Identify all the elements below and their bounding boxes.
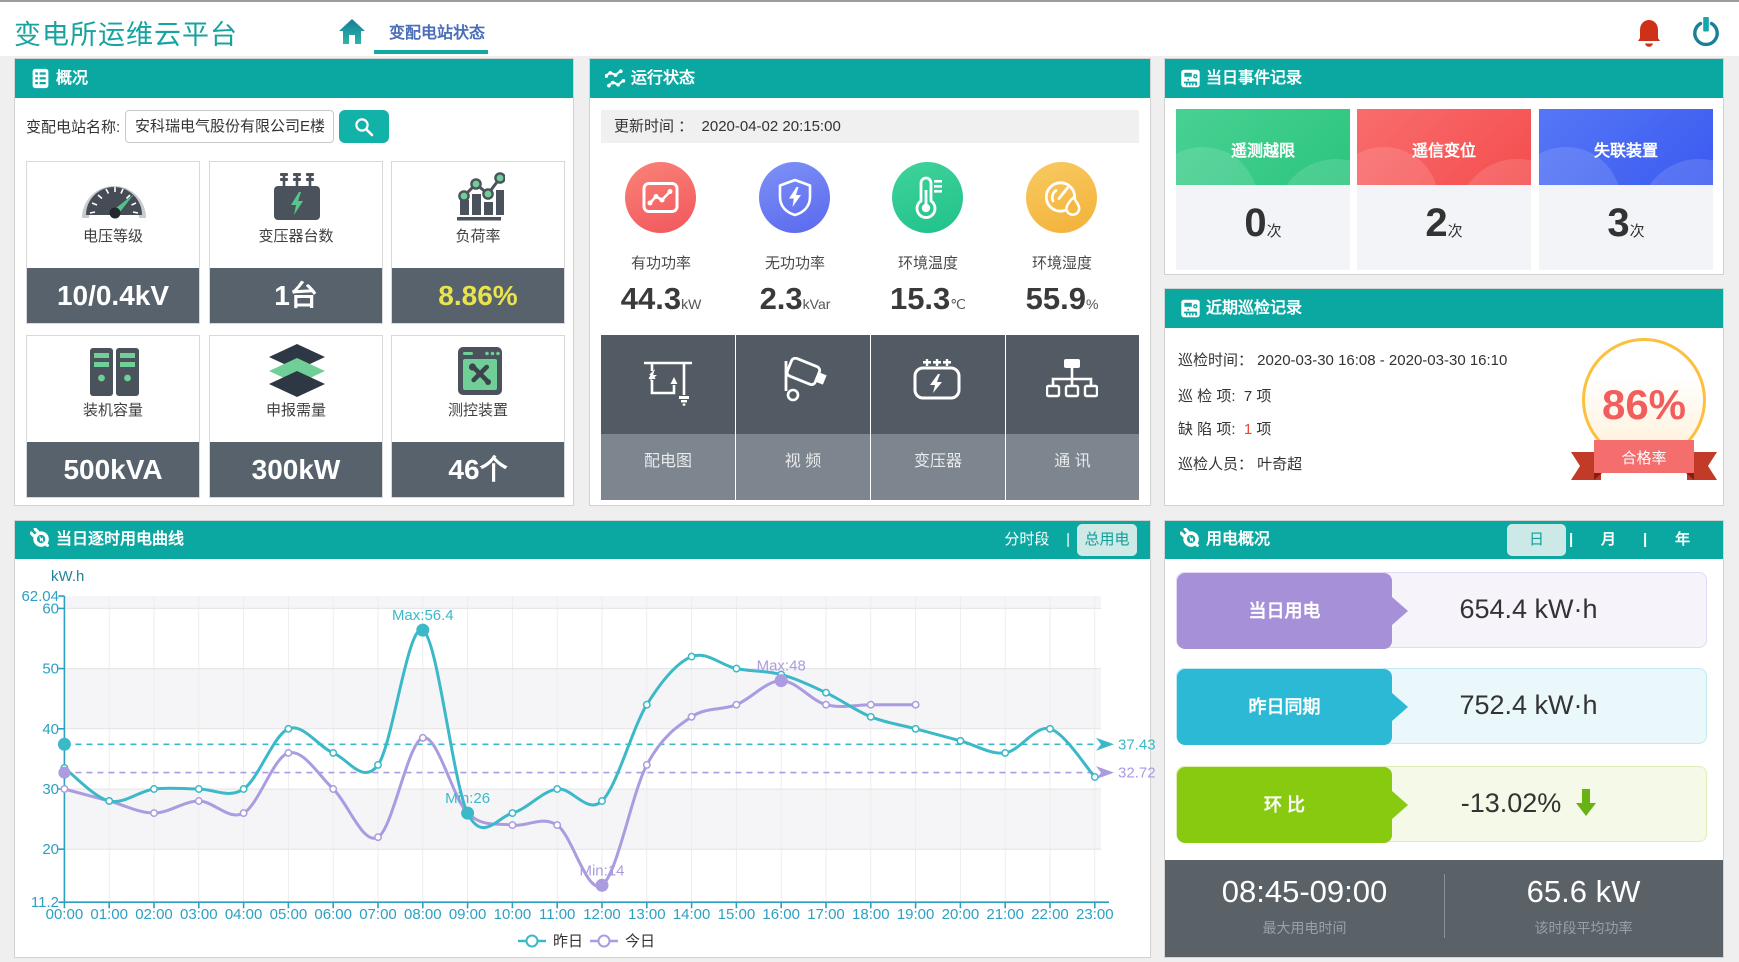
svg-text:16:00: 16:00	[762, 906, 800, 923]
svg-text:06:00: 06:00	[314, 906, 352, 923]
svg-text:23:00: 23:00	[1076, 906, 1114, 923]
svg-text:08:00: 08:00	[404, 906, 442, 923]
svg-text:Min:26: Min:26	[445, 790, 490, 807]
svg-text:32.72: 32.72	[1118, 765, 1156, 782]
svg-text:20: 20	[42, 841, 59, 858]
svg-text:11.2: 11.2	[31, 894, 59, 911]
svg-text:09:00: 09:00	[449, 906, 487, 923]
svg-text:37.43: 37.43	[1118, 736, 1156, 753]
svg-text:13:00: 13:00	[628, 906, 666, 923]
svg-text:12:00: 12:00	[583, 906, 621, 923]
svg-text:50: 50	[42, 661, 59, 678]
svg-text:kW.h: kW.h	[51, 568, 84, 585]
svg-text:19:00: 19:00	[897, 906, 935, 923]
svg-text:Max:48: Max:48	[757, 658, 806, 675]
svg-text:60: 60	[42, 600, 59, 617]
svg-text:62.04: 62.04	[21, 588, 59, 605]
svg-text:05:00: 05:00	[270, 906, 308, 923]
svg-text:01:00: 01:00	[90, 906, 128, 923]
svg-text:03:00: 03:00	[180, 906, 218, 923]
svg-text:02:00: 02:00	[135, 906, 173, 923]
svg-text:Max:56.4: Max:56.4	[392, 607, 454, 624]
svg-text:00:00: 00:00	[46, 906, 84, 923]
svg-text:今日: 今日	[625, 933, 655, 950]
svg-text:20:00: 20:00	[942, 906, 980, 923]
svg-text:15:00: 15:00	[718, 906, 756, 923]
svg-text:18:00: 18:00	[852, 906, 890, 923]
svg-text:14:00: 14:00	[673, 906, 711, 923]
svg-text:40: 40	[42, 721, 59, 738]
svg-text:22:00: 22:00	[1031, 906, 1069, 923]
svg-text:04:00: 04:00	[225, 906, 263, 923]
svg-text:Min:14: Min:14	[579, 862, 624, 879]
svg-text:07:00: 07:00	[359, 906, 397, 923]
svg-text:11:00: 11:00	[539, 906, 575, 923]
svg-text:17:00: 17:00	[807, 906, 845, 923]
svg-text:昨日: 昨日	[553, 933, 583, 950]
svg-text:10:00: 10:00	[494, 906, 532, 923]
svg-text:30: 30	[42, 781, 59, 798]
svg-text:21:00: 21:00	[986, 906, 1024, 923]
